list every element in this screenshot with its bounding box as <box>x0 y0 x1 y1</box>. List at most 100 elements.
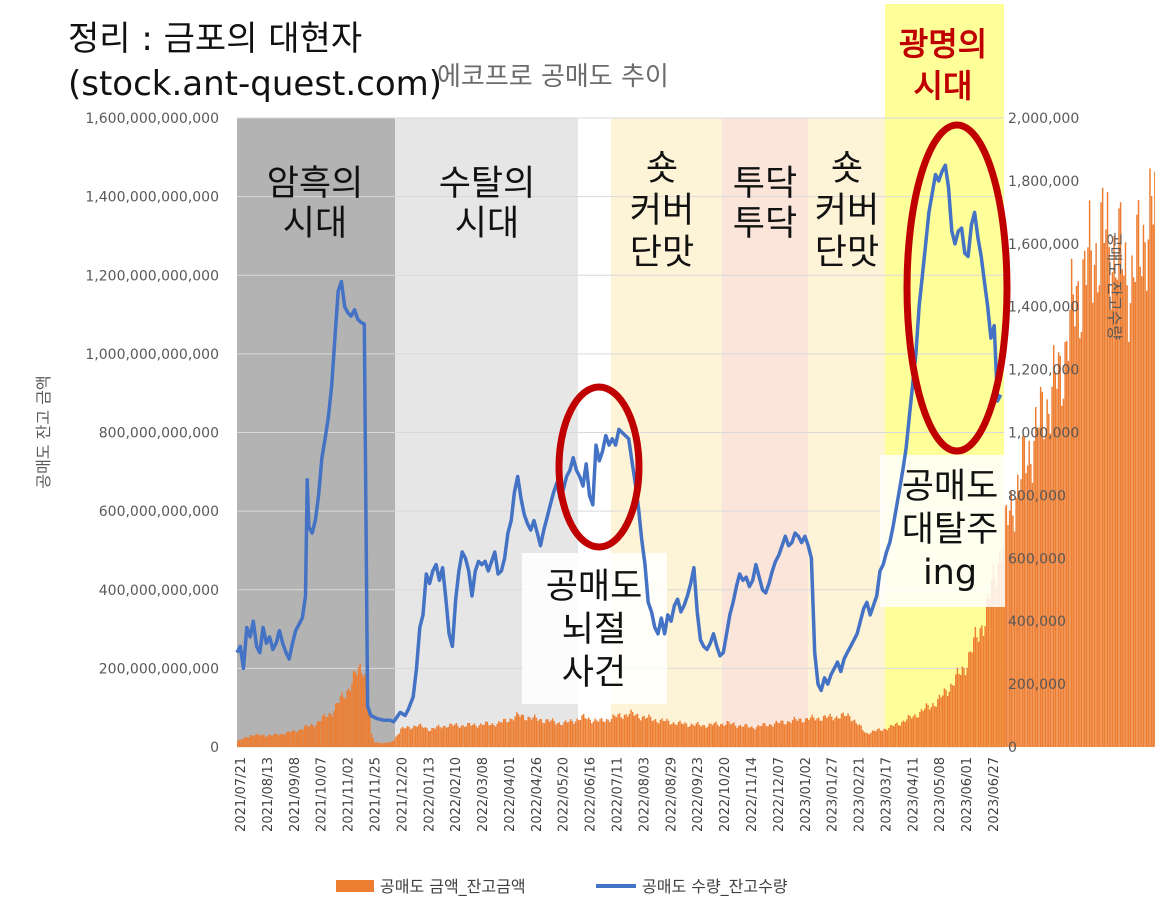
amount-bar <box>418 724 420 747</box>
amount-bar <box>450 723 453 747</box>
amount-bar <box>1123 275 1125 747</box>
amount-bar <box>282 734 285 747</box>
amount-bar <box>1036 427 1039 747</box>
amount-bar <box>832 720 835 747</box>
right-tick-label: 1,800,000 <box>1008 174 1079 190</box>
amount-bar <box>560 724 562 747</box>
amount-bar <box>555 724 557 747</box>
amount-bar <box>1101 187 1104 747</box>
amount-bar <box>780 720 782 747</box>
left-axis-label: 공매도 잔고 금액 <box>34 375 53 488</box>
amount-bar <box>638 718 640 747</box>
amount-bar <box>1046 399 1048 747</box>
amount-bar <box>940 697 942 747</box>
amount-bar <box>886 730 888 747</box>
amount-bar <box>852 720 854 747</box>
amount-bar <box>269 734 272 747</box>
amount-bar <box>858 724 861 747</box>
amount-bar <box>697 722 699 747</box>
amount-bar <box>958 673 960 747</box>
amount-bar <box>463 726 466 747</box>
amount-bar <box>522 714 525 747</box>
amount-bar <box>409 729 412 747</box>
amount-bar <box>690 723 693 747</box>
amount-bar <box>995 587 998 747</box>
chart-subtitle: 에코프로 공매도 추이 <box>437 62 669 92</box>
amount-bar <box>431 727 433 747</box>
amount-bar <box>545 719 547 747</box>
amount-bar <box>920 709 923 747</box>
amount-bar <box>1062 398 1065 747</box>
amount-bar <box>971 652 973 747</box>
annotation-plunge: 사건 <box>562 653 626 693</box>
amount-bar <box>765 726 768 747</box>
amount-bar <box>790 723 792 747</box>
amount-bar <box>607 719 609 747</box>
amount-bar <box>1064 342 1066 747</box>
amount-bar <box>514 716 516 747</box>
amount-bar <box>679 720 681 747</box>
amount-bars <box>237 168 1155 748</box>
amount-bar <box>279 734 281 747</box>
x-tick-label: 2022/10/20 <box>718 757 733 832</box>
amount-bar <box>646 717 649 747</box>
amount-bar <box>318 721 321 747</box>
amount-bar <box>445 727 448 747</box>
amount-bar <box>819 720 822 747</box>
amount-bar <box>457 725 459 747</box>
amount-bar <box>938 694 941 747</box>
amount-bar <box>1070 258 1073 747</box>
amount-bar <box>981 625 983 747</box>
x-tick-label: 2021/10/07 <box>315 757 330 832</box>
x-tick-label: 2022/01/13 <box>422 757 437 832</box>
amount-bar <box>473 723 476 747</box>
amount-bar <box>875 731 877 747</box>
amount-bar <box>263 734 265 747</box>
amount-bar <box>305 724 308 747</box>
amount-bar <box>455 723 458 747</box>
amount-bar <box>582 713 585 747</box>
amount-bar <box>313 727 316 747</box>
amount-bar <box>509 718 511 747</box>
amount-bar <box>847 713 849 747</box>
amount-bar <box>945 689 947 747</box>
amount-bar <box>630 709 632 747</box>
amount-bar <box>258 734 260 747</box>
annotation-box-plunge <box>522 553 667 704</box>
amount-bar <box>261 734 263 747</box>
amount-bar <box>1056 388 1058 747</box>
amount-bar <box>392 741 394 747</box>
amount-bar <box>808 720 810 747</box>
amount-bar <box>899 725 902 747</box>
amount-bar <box>974 626 977 747</box>
amount-bar <box>868 734 871 747</box>
amount-bar <box>1000 561 1003 747</box>
amount-bar <box>285 731 288 747</box>
x-tick-label: 2023/05/08 <box>933 757 948 832</box>
amount-bar <box>325 716 327 747</box>
amount-bar <box>571 721 574 747</box>
amount-bar <box>1098 285 1101 747</box>
amount-bar <box>1145 290 1148 747</box>
amount-bar <box>331 716 334 747</box>
amount-bar <box>610 719 613 747</box>
amount-bar <box>609 721 611 747</box>
amount-bar <box>411 728 414 747</box>
amount-bar <box>579 719 582 747</box>
amount-bar <box>1100 202 1102 747</box>
amount-bar <box>876 729 879 747</box>
amount-bar <box>372 738 374 747</box>
amount-bar <box>241 739 244 747</box>
amount-bar <box>1137 199 1140 747</box>
amount-bar <box>651 720 653 747</box>
amount-bar <box>881 730 884 747</box>
amount-bar <box>907 714 910 747</box>
amount-bar <box>716 724 719 747</box>
amount-bar <box>362 676 365 747</box>
amount-bar <box>556 723 559 747</box>
amount-bar <box>891 725 893 747</box>
amount-bar <box>364 674 366 747</box>
amount-bar <box>1030 463 1032 747</box>
amount-bar <box>633 715 636 747</box>
amount-bar <box>416 726 418 747</box>
